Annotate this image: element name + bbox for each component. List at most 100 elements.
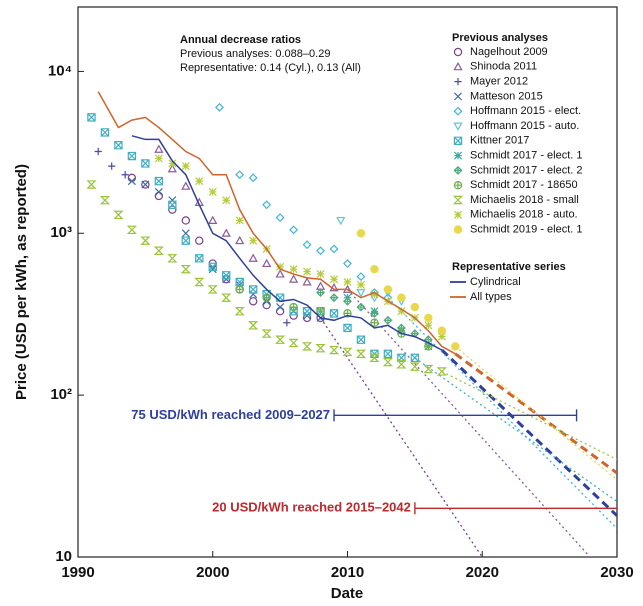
data-point — [302, 307, 312, 316]
data-point — [397, 307, 406, 316]
data-point — [302, 342, 313, 351]
data-point — [87, 113, 96, 122]
data-point — [370, 264, 379, 274]
data-point — [369, 353, 380, 363]
legend-marker — [453, 181, 463, 190]
data-point — [208, 215, 218, 224]
x-tick-label: 1990 — [61, 564, 94, 581]
data-point — [180, 264, 191, 274]
legend-label: Shinoda 2011 — [470, 61, 537, 73]
legend-marker — [452, 195, 464, 205]
legend-heading: Representative series — [452, 261, 566, 273]
data-point — [383, 315, 393, 325]
data-point — [195, 177, 204, 186]
data-point — [288, 274, 299, 283]
data-point — [275, 307, 285, 316]
projection-line — [320, 317, 483, 557]
data-point — [410, 353, 420, 363]
legend-marker — [453, 106, 463, 116]
data-point — [195, 236, 204, 245]
info-line: Representative: 0.14 (Cyl.), 0.13 (All) — [180, 62, 361, 74]
data-point — [370, 308, 379, 318]
data-point — [261, 329, 272, 338]
range-label: 20 USD/kWh reached 2015–2042 — [212, 500, 411, 515]
data-point — [221, 293, 232, 302]
data-point — [153, 246, 164, 255]
data-point — [121, 171, 129, 179]
data-point — [356, 335, 366, 344]
data-point — [167, 254, 178, 263]
data-point — [383, 285, 393, 294]
data-point — [154, 187, 163, 196]
data-point — [343, 277, 352, 287]
y-tick-label: 10² — [50, 386, 72, 403]
y-tick-label: 10 — [55, 548, 72, 565]
projection-line — [440, 348, 617, 517]
legend-label: Hoffmann 2015 - elect. — [470, 105, 581, 117]
legend-label: Matteson 2015 — [470, 90, 543, 102]
data-point — [262, 258, 272, 268]
data-point — [235, 277, 244, 287]
data-point — [113, 210, 124, 220]
legend-label: Schmidt 2017 - 18650 — [470, 179, 578, 191]
data-point — [343, 296, 352, 306]
legend-marker — [453, 47, 463, 57]
data-point — [235, 170, 245, 180]
projection-line — [347, 288, 591, 557]
data-point — [249, 236, 258, 245]
data-point — [99, 196, 110, 205]
data-point — [235, 216, 244, 225]
x-tick-label: 2010 — [331, 564, 364, 581]
legend-marker — [453, 122, 463, 131]
data-point — [423, 364, 434, 374]
legend-label: All types — [470, 291, 512, 303]
data-point — [154, 176, 164, 186]
data-point — [343, 259, 352, 269]
data-point — [248, 173, 258, 183]
data-point — [356, 289, 366, 298]
x-tick-label: 2000 — [196, 564, 229, 581]
data-point — [141, 180, 150, 189]
data-point — [437, 332, 446, 341]
data-point — [276, 303, 285, 312]
data-point — [316, 288, 325, 298]
data-point — [262, 200, 272, 210]
y-tick-label: 10⁴ — [48, 62, 72, 79]
legend-marker — [453, 61, 463, 71]
legend-marker — [454, 78, 462, 86]
data-point — [181, 216, 191, 225]
data-point — [108, 162, 116, 170]
plot-area — [86, 91, 617, 557]
legend-label: Mayer 2012 — [470, 76, 528, 88]
data-point — [195, 254, 204, 263]
data-point — [140, 236, 151, 245]
data-point — [410, 302, 420, 312]
data-point — [437, 326, 447, 335]
legend-label: Schmidt 2017 - elect. 1 — [470, 150, 583, 162]
data-point — [288, 338, 299, 348]
data-point — [181, 181, 191, 190]
x-tick-label: 2030 — [600, 564, 633, 581]
data-point — [356, 302, 366, 312]
legend-label: Schmidt 2019 - elect. 1 — [470, 224, 583, 236]
data-point — [329, 293, 339, 303]
data-point — [436, 367, 447, 376]
data-point — [262, 300, 271, 310]
data-point — [356, 229, 366, 238]
legend-label: Hoffmann 2015 - auto. — [470, 120, 579, 132]
data-point — [154, 144, 164, 153]
data-point — [208, 265, 217, 274]
data-point — [356, 272, 366, 282]
data-point — [181, 229, 190, 238]
data-point — [316, 270, 325, 279]
legend-label: Schmidt 2017 - elect. 2 — [470, 164, 583, 176]
y-tick-label: 10³ — [50, 224, 72, 241]
data-point — [141, 159, 150, 168]
data-point — [328, 345, 340, 355]
info-line: Previous analyses: 0.088–0.29 — [180, 48, 330, 60]
data-point — [194, 277, 205, 287]
legend-marker — [453, 225, 463, 234]
data-point — [100, 128, 110, 137]
data-point — [336, 216, 346, 226]
y-axis-title: Price (USD per kWh, as reported) — [13, 164, 30, 400]
